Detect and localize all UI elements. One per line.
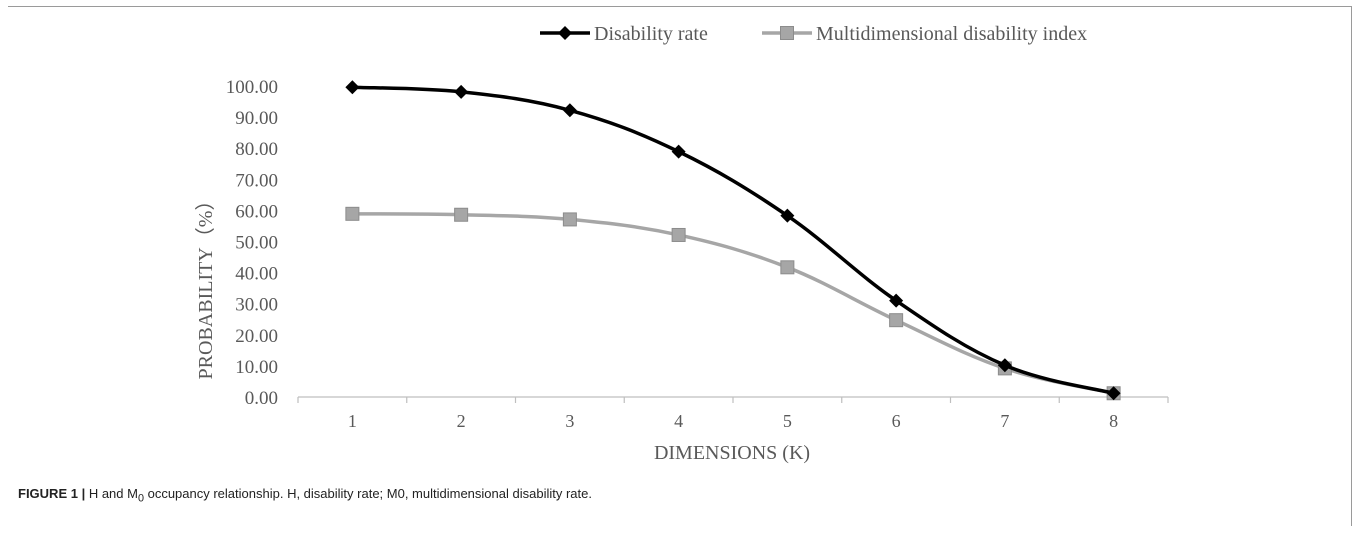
y-tick-label: 10.00 <box>235 357 278 378</box>
y-tick-label: 50.00 <box>235 233 278 254</box>
line-chart: Disability rate Multidimensional disabili… <box>194 23 1169 464</box>
legend-marker <box>558 26 572 40</box>
series-multidimensional-index <box>345 206 1121 401</box>
caption-label: FIGURE 1 | <box>18 486 86 501</box>
legend-label: Multidimensional disability index <box>816 23 1087 45</box>
caption-subscript: 0 <box>137 492 144 505</box>
y-tick-label: 30.00 <box>235 295 278 316</box>
data-point <box>671 144 686 159</box>
y-tick-label: 40.00 <box>235 264 278 285</box>
x-tick-label: 7 <box>1000 411 1009 431</box>
legend-marker <box>780 26 794 40</box>
data-point <box>1106 386 1121 401</box>
caption-text-b: occupancy relationship. H, disability ra… <box>143 486 592 501</box>
data-point <box>671 227 686 242</box>
y-tick-label: 90.00 <box>235 108 278 129</box>
data-point <box>780 208 795 223</box>
data-point <box>345 80 360 95</box>
y-tick-label: 20.00 <box>235 326 278 347</box>
series-line <box>352 212 1115 395</box>
figure-frame <box>8 6 1352 526</box>
x-tick-label: 2 <box>457 411 466 431</box>
x-tick-label: 8 <box>1109 411 1118 431</box>
y-tick-label: 80.00 <box>235 139 278 160</box>
series-group <box>345 80 1121 401</box>
data-point <box>889 313 904 328</box>
series-disability-rate <box>345 80 1121 401</box>
series-line <box>352 85 1115 395</box>
x-tick-label: 6 <box>892 411 901 431</box>
data-point <box>889 293 904 308</box>
y-tick-label: 60.00 <box>235 201 278 222</box>
data-point <box>780 260 795 275</box>
x-tick-label: 3 <box>565 411 574 431</box>
x-tick-label: 1 <box>348 411 357 431</box>
x-tick-label: 4 <box>674 411 683 431</box>
caption-text-a: H and M <box>85 486 138 501</box>
legend-item: Multidimensional disability index <box>762 23 1087 45</box>
x-axis: 1 2 3 4 5 6 7 8 <box>297 396 1169 431</box>
y-axis: 0.00 10.00 20.00 30.00 40.00 50.00 60.00 70.00 8… <box>226 77 278 409</box>
legend-label: Disability rate <box>594 23 708 45</box>
figure-caption: FIGURE 1 | H and M0 occupancy relationsh… <box>18 486 592 505</box>
x-tick-label: 5 <box>783 411 792 431</box>
data-point <box>345 206 360 221</box>
y-tick-label: 70.00 <box>235 170 278 191</box>
data-point <box>562 103 577 118</box>
legend-item: Disability rate <box>540 23 708 45</box>
data-point <box>562 212 577 227</box>
data-point <box>997 358 1012 373</box>
legend: Disability rate Multidimensional disabili… <box>540 23 1087 45</box>
data-point <box>454 207 469 222</box>
y-tick-label: 0.00 <box>245 388 278 409</box>
data-point <box>454 84 469 99</box>
y-tick-label: 100.00 <box>226 77 278 98</box>
y-axis-label: PROBABILITY（%） <box>194 191 217 380</box>
x-axis-label: DIMENSIONS (K) <box>654 442 810 464</box>
